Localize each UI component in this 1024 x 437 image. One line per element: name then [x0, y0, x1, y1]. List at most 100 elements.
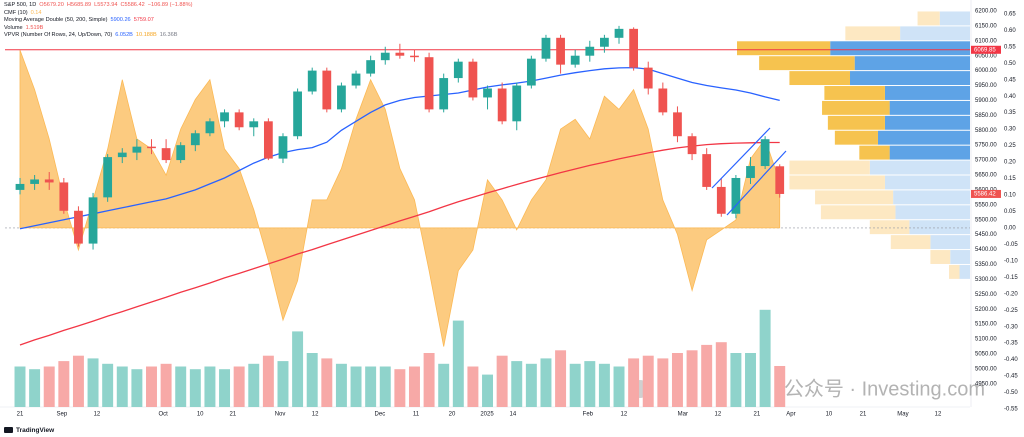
price-label: 6069.85	[974, 47, 996, 53]
cmf-tick-label: -0.40	[1004, 357, 1018, 363]
volume-bar	[58, 361, 70, 407]
x-tick-label: 12	[715, 412, 722, 418]
profile-down-bar	[895, 205, 970, 220]
volume-bar	[233, 366, 245, 407]
profile-down-bar	[884, 115, 970, 130]
logo-icon	[4, 427, 13, 433]
volume-bar	[292, 331, 304, 407]
profile-up-bar	[815, 190, 894, 205]
volume-bar	[306, 353, 318, 407]
candle-body	[410, 55, 419, 58]
candle-body	[556, 37, 565, 65]
candle-body	[629, 28, 639, 68]
legend-text: O5679.20	[39, 2, 64, 8]
cmf-tick-label: 0.60	[1004, 28, 1016, 34]
cmf-tick-label: 0.35	[1004, 110, 1016, 116]
cmf-tick-label: -0.15	[1004, 275, 1018, 281]
legend-text: CMF (10)	[4, 9, 28, 16]
volume-bar	[540, 358, 552, 407]
candle-body	[117, 152, 127, 158]
y-tick-label: 5350.00	[975, 262, 997, 268]
y-tick-label: 5250.00	[975, 292, 997, 298]
candle-body	[497, 88, 507, 122]
volume-bar	[335, 363, 347, 407]
candle-body	[585, 46, 595, 56]
legend-text: H5685.89	[66, 2, 92, 8]
candle-body	[190, 133, 200, 146]
candle-body	[88, 197, 98, 244]
candle-body	[731, 177, 741, 214]
profile-down-bar	[950, 250, 970, 264]
profile-down-bar	[893, 190, 970, 205]
candle-body	[526, 58, 536, 86]
profile-down-bar	[877, 130, 970, 145]
profile-down-bar	[869, 160, 970, 175]
cmf-tick-label: 0.15	[1004, 176, 1016, 182]
candle-body	[468, 61, 478, 98]
moving-average-line	[19, 141, 780, 346]
cmf-tick-label: -0.55	[1004, 407, 1018, 413]
candle-body	[161, 148, 171, 161]
volume-bar	[496, 355, 508, 407]
volume-bar	[350, 366, 362, 407]
legend-text: −106.89 (−1.88%)	[147, 2, 193, 8]
volume-bar	[219, 369, 231, 407]
legend-text: 5900.26	[110, 17, 131, 24]
volume-bar	[467, 366, 479, 407]
profile-up-bar	[820, 205, 896, 220]
y-tick-label: 5850.00	[975, 113, 997, 119]
volume-bar	[248, 363, 260, 407]
profile-up-bar	[789, 71, 851, 86]
volume-bar	[204, 366, 216, 407]
profile-up-bar	[930, 250, 951, 264]
legend-text: 0.14	[30, 9, 42, 16]
x-tick-label: 12	[312, 412, 319, 418]
candle-body	[512, 85, 522, 122]
candle-body	[541, 37, 551, 59]
candle-body	[760, 139, 770, 167]
volume-bar	[175, 366, 187, 407]
candle-body	[249, 121, 259, 128]
x-tick-label: Apr	[786, 412, 795, 418]
candle-body	[658, 88, 668, 113]
x-tick-label: 12	[94, 412, 101, 418]
x-tick-label: 14	[510, 412, 517, 418]
x-tick-label: 21	[17, 412, 24, 418]
profile-up-bar	[890, 235, 931, 250]
cmf-tick-label: -0.25	[1004, 308, 1018, 314]
candle-body	[775, 166, 785, 194]
legend-text: Moving Average Double (50, 200, Simple)	[4, 17, 108, 24]
volume-bar	[379, 366, 391, 407]
legend-text: 5759.07	[133, 17, 154, 24]
candle-body	[424, 57, 434, 110]
candle-body	[439, 78, 449, 110]
cmf-tick-label: -0.45	[1004, 374, 1018, 380]
cmf-tick-label: 0.30	[1004, 127, 1016, 133]
profile-down-bar	[854, 56, 970, 71]
cmf-tick-label: 0.00	[1004, 225, 1016, 231]
profile-up-bar	[859, 145, 890, 160]
y-tick-label: 6000.00	[975, 68, 997, 74]
cmf-tick-label: 0.65	[1004, 11, 1016, 17]
legend-text: VPVR (Number Of Rows, 24, Up/Down, 70)	[4, 32, 113, 39]
legend-row: S&P 500, 1D O5679.20 H5685.89 L5573.94 C5586…	[4, 2, 193, 10]
profile-down-bar	[930, 235, 970, 250]
labels-layer: 6200.00 6150.00 6100.00 6050.00 6000.00 5950.…	[17, 9, 1019, 418]
volume-bar	[613, 366, 625, 407]
profile-up-bar	[737, 41, 831, 56]
candle-body	[570, 55, 580, 65]
cmf-tick-label: 0.10	[1004, 193, 1016, 199]
volume-bar	[116, 366, 128, 407]
candle-body	[453, 61, 463, 79]
y-tick-label: 5450.00	[975, 232, 997, 238]
y-tick-label: 5300.00	[975, 277, 997, 283]
profile-down-bar	[884, 175, 970, 190]
legend-text: 6.052B	[115, 32, 133, 39]
candle-body	[614, 28, 624, 38]
candle-body	[103, 157, 113, 198]
x-tick-label: 10	[826, 412, 833, 418]
y-tick-label: 5500.00	[975, 217, 997, 223]
volume-bar	[584, 361, 596, 407]
